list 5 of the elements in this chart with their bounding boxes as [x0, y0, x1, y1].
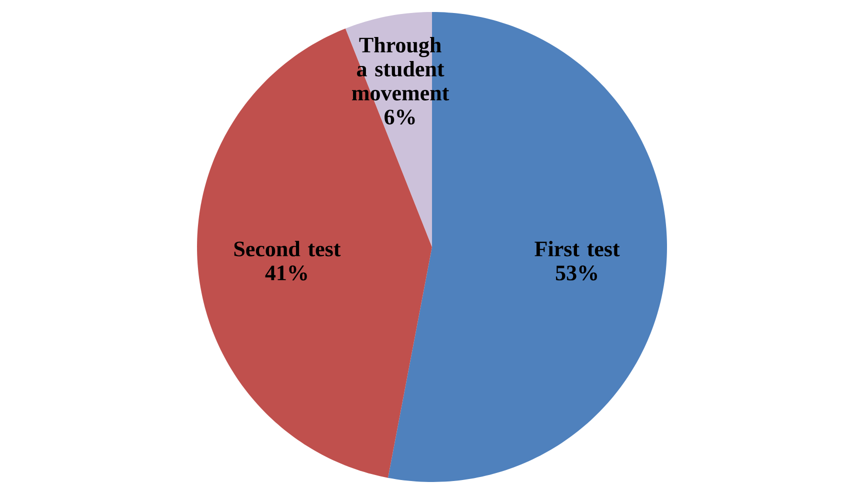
data-label: 53%: [556, 266, 597, 280]
slice-label: First test: [534, 240, 620, 256]
data-label: 41%: [265, 266, 307, 280]
data-label: 6%: [384, 110, 415, 125]
slice-label: Second test: [234, 240, 341, 256]
